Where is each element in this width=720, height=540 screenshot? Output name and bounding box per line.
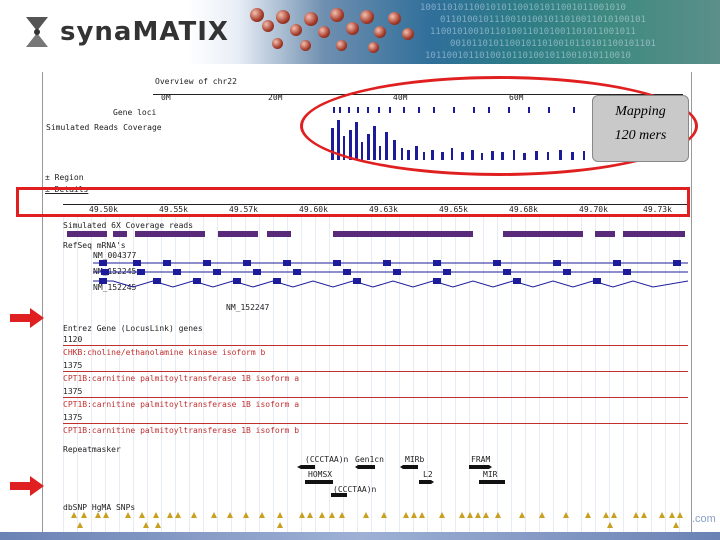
region-toggle[interactable]: ± Region (45, 173, 84, 182)
scale-tick: 49.60k (299, 205, 328, 214)
scale-tick: 49.57k (229, 205, 258, 214)
domain-suffix: .com (692, 513, 716, 525)
scale-tick: 49.50k (89, 205, 118, 214)
right-arrow-icon (10, 308, 44, 328)
grid-lines (63, 217, 688, 532)
refseq-id: NM_152247 (226, 303, 270, 312)
scale-tick: 49.68k (509, 205, 538, 214)
repeat-label: MIR (483, 470, 498, 479)
scale-tick: 49.63k (369, 205, 398, 214)
refseq-track-label: RefSeq mRNA's (63, 241, 126, 250)
overview-tick: 20M (268, 93, 283, 102)
entrez-id: 1375 (63, 387, 83, 396)
gene-loci-label: Gene loci (113, 108, 157, 117)
coverage-track-label: Simulated 6X Coverage reads (63, 221, 194, 230)
entrez-id: 1375 (63, 361, 83, 370)
scale-tick: 49.55k (159, 205, 188, 214)
repeat-label: FRAM (471, 455, 491, 464)
right-arrow-icon (10, 476, 44, 496)
scale-tick: 49.65k (439, 205, 468, 214)
refseq-id: NM_152245 (93, 283, 137, 292)
entrez-desc[interactable]: CHKB:choline/ethanolamine kinase isoform… (63, 348, 266, 357)
refseq-id: NM_004377 (93, 251, 137, 260)
callout-line-1: Mapping (615, 104, 666, 119)
scale-tick: 49.73k (643, 205, 672, 214)
snp-markers (71, 512, 683, 528)
snp-track-label: dbSNP HgMA SNPs (63, 503, 136, 512)
entrez-id: 1375 (63, 413, 83, 422)
footer-bar (0, 532, 720, 540)
logo-text-matix: MATIX (132, 17, 229, 47)
callout-line-2: 120 mers (614, 128, 667, 143)
repeat-label: HOMSX (308, 470, 333, 479)
repeat-label: L2 (423, 470, 433, 479)
repeat-label: (CCCTAA)n (305, 455, 349, 464)
logo-text-syna: syna (60, 17, 133, 47)
repeat-label: Gen1cn (355, 455, 384, 464)
entrez-desc[interactable]: CPT1B:carnitine palmitoyltransferase 1B … (63, 426, 300, 435)
header-banner: 10011010110010101100101011001011001010 0… (0, 0, 720, 64)
logo-mark-icon (22, 15, 52, 49)
overview-tick: 0M (161, 93, 171, 102)
details-highlight-box (16, 187, 690, 217)
scale-tick: 49.70k (579, 205, 608, 214)
entrez-track-label: Entrez Gene (LocusLink) genes (63, 324, 203, 333)
repeat-label: MIRb (405, 455, 425, 464)
entrez-id: 1120 (63, 335, 83, 344)
left-margin (0, 64, 42, 532)
repeat-features (297, 465, 505, 497)
overview-title: Overview of chr22 (155, 77, 237, 86)
sim-reads-label: Simulated Reads Coverage (46, 123, 162, 132)
coverage-track (67, 231, 685, 237)
entrez-desc[interactable]: CPT1B:carnitine palmitoyltransferase 1B … (63, 374, 300, 383)
refseq-transcripts (93, 260, 688, 288)
repeat-label: (CCCTAA)n (333, 485, 377, 494)
mapping-callout: Mapping 120 mers (592, 95, 689, 162)
highlight-ellipse (300, 76, 698, 176)
entrez-desc[interactable]: CPT1B:carnitine palmitoyltransferase 1B … (63, 400, 300, 409)
repeat-track-label: Repeatmasker (63, 445, 121, 454)
synamatix-logo: synaMATIX (22, 12, 229, 52)
